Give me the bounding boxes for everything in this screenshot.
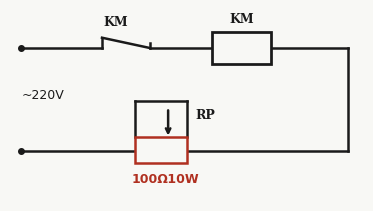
Text: KM: KM	[229, 14, 254, 26]
Text: 10W: 10W	[163, 173, 199, 186]
Text: KM: KM	[104, 16, 128, 30]
Bar	[135, 137, 186, 163]
Text: 100Ω: 100Ω	[131, 173, 168, 186]
Bar	[212, 31, 271, 64]
Text: ~220V: ~220V	[21, 89, 64, 102]
Text: RP: RP	[196, 109, 216, 122]
